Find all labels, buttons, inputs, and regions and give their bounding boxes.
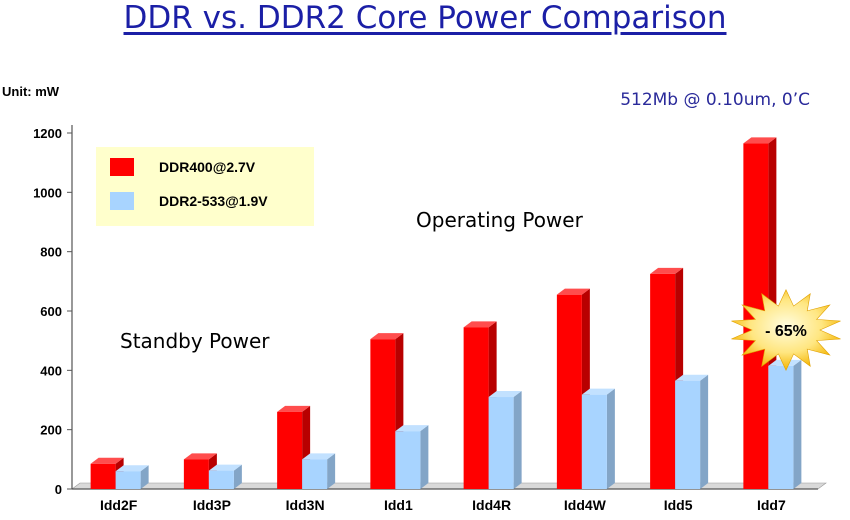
bar-side (793, 359, 802, 489)
bar-top (302, 453, 336, 460)
bar-side (420, 425, 429, 489)
legend-label: DDR400@2.7V (159, 159, 256, 175)
starburst-badge (731, 288, 841, 372)
bar-front (581, 394, 607, 489)
bar-side (327, 453, 336, 489)
bar-ddr2-idd1 (395, 425, 429, 489)
bar-ddr400-idd4w (556, 288, 590, 489)
legend: DDR400@2.7V DDR2-533@1.9V (96, 147, 314, 226)
bar-side (140, 465, 149, 489)
bar-front (768, 365, 794, 489)
legend-swatch (110, 158, 134, 176)
annotation-reduction: - 65% (765, 323, 807, 340)
bar-ddr2-idd2f (115, 465, 149, 489)
bar-front (675, 380, 701, 489)
bar-ddr2-idd4r (488, 391, 522, 489)
bar-top (90, 457, 124, 464)
bar-ddr2-idd7 (768, 359, 802, 489)
bar-top (370, 333, 404, 340)
bar-top (581, 388, 615, 395)
bar-front (208, 470, 234, 489)
annotation-standby: Standby Power (120, 329, 270, 353)
y-tick-label: 1000 (33, 185, 62, 200)
x-tick-label: Idd4W (564, 497, 607, 513)
x-tick-label: Idd7 (757, 497, 786, 513)
legend-swatch (110, 192, 134, 210)
bar-ddr2-idd3p (208, 464, 242, 489)
bar-side (700, 374, 709, 489)
bar-front (183, 459, 209, 489)
bar-top (277, 405, 311, 412)
x-tick-label: Idd2F (100, 497, 138, 513)
bar-ddr2-idd3n (302, 453, 336, 489)
x-tick-label: Idd4R (472, 497, 511, 513)
y-tick-label: 600 (40, 304, 62, 319)
bar-front (302, 459, 328, 489)
bar-front (488, 397, 514, 489)
bar-ddr2-idd5 (675, 374, 709, 489)
chart-subtitle: 512Mb @ 0.10um, 0’C (620, 90, 810, 110)
bar-side (233, 464, 242, 489)
bar-front (395, 431, 421, 489)
chart-title: DDR vs. DDR2 Core Power Comparison (123, 0, 727, 36)
unit-label: Unit: mW (2, 84, 60, 99)
x-tick-label: Idd3N (286, 497, 325, 513)
bar-top (650, 267, 684, 274)
bar-top (743, 137, 777, 144)
bar-front (556, 294, 582, 489)
y-tick-label: 1200 (33, 126, 62, 141)
x-tick-label: Idd3P (193, 497, 231, 513)
bar-front (90, 463, 116, 489)
annotation-operating: Operating Power (416, 208, 584, 232)
bar-top (675, 374, 709, 381)
bar-side (513, 391, 522, 489)
bar-front (277, 411, 303, 489)
bar-side (606, 388, 615, 489)
y-tick-label: 800 (40, 245, 62, 260)
bar-top (183, 453, 217, 460)
legend-label: DDR2-533@1.9V (159, 193, 268, 209)
bar-front (463, 327, 489, 489)
x-tick-label: Idd5 (664, 497, 693, 513)
y-tick-label: 400 (40, 363, 62, 378)
bar-top (395, 425, 429, 432)
y-tick-label: 200 (40, 423, 62, 438)
bar-front (370, 339, 396, 489)
bar-ddr400-idd5 (650, 267, 684, 489)
y-tick-label: 0 (55, 482, 62, 497)
x-tick-label: Idd1 (384, 497, 413, 513)
bar-top (556, 288, 590, 295)
bar-top (115, 465, 149, 472)
bar-front (650, 273, 676, 489)
bar-ddr2-idd4w (581, 388, 615, 489)
bar-top (208, 464, 242, 471)
bar-top (463, 321, 497, 328)
bar-top (488, 391, 522, 398)
bar-front (115, 471, 141, 489)
